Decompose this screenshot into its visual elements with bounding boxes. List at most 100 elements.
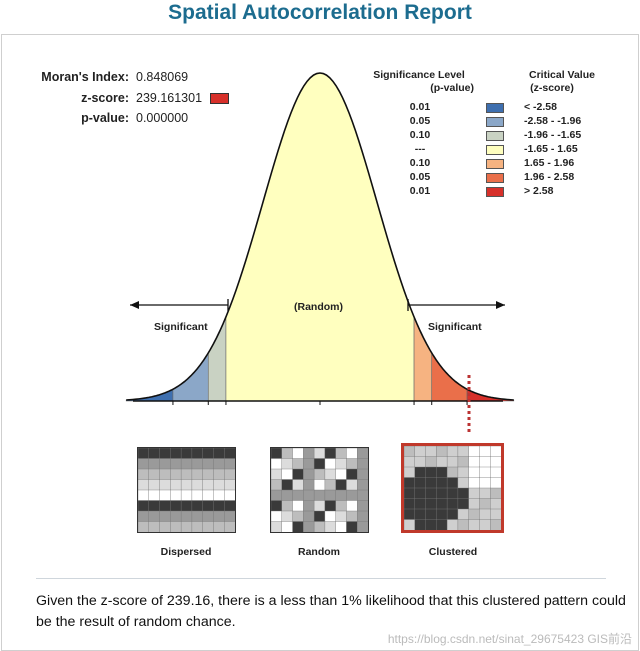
mosaic-cell	[137, 500, 150, 512]
mosaic-cell	[313, 468, 326, 480]
mosaic-cell	[202, 479, 214, 491]
mosaic-cell	[490, 466, 502, 478]
mosaic-cell	[313, 479, 326, 491]
dispersed-pattern-image	[137, 447, 236, 533]
mosaic-cell	[180, 489, 193, 501]
mosaic-cell	[324, 521, 337, 533]
mosaic-cell	[191, 489, 204, 501]
mosaic-cell	[357, 468, 369, 480]
clustered-caption: Clustered	[428, 546, 478, 558]
mosaic-cell	[414, 498, 426, 510]
legend-color-swatch	[486, 145, 504, 155]
curve-outline	[126, 72, 514, 401]
mosaic-cell	[270, 500, 283, 512]
clustered-pattern-image	[401, 443, 504, 533]
mosaic-cell	[213, 479, 225, 491]
mosaic-cell	[346, 489, 358, 501]
mosaic-cell	[436, 477, 448, 489]
mosaic-cell	[414, 466, 426, 478]
normal-distribution-chart	[125, 72, 515, 435]
mosaic-cell	[202, 489, 214, 501]
legend-color-swatch	[486, 117, 504, 127]
mosaic-cell	[159, 500, 171, 512]
mosaic-cell	[281, 447, 293, 459]
mosaic-cell	[446, 445, 459, 457]
mosaic-cell	[170, 447, 182, 459]
mosaic-cell	[468, 519, 480, 531]
mosaic-cell	[170, 479, 182, 491]
mosaic-cell	[414, 477, 426, 489]
mosaic-cell	[436, 466, 448, 478]
mosaic-cell	[414, 456, 426, 468]
mosaic-cell	[490, 519, 502, 531]
mosaic-cell	[414, 508, 426, 520]
mosaic-cell	[202, 468, 214, 480]
legend-color-swatch	[486, 187, 504, 197]
mosaic-cell	[180, 500, 193, 512]
mosaic-cell	[191, 479, 204, 491]
mosaic-cell	[213, 447, 225, 459]
mosaic-cell	[303, 521, 315, 533]
mosaic-cell	[457, 508, 470, 520]
zscore-label: z-score:	[81, 91, 129, 105]
mosaic-cell	[457, 466, 470, 478]
mosaic-cell	[159, 510, 171, 522]
mosaic-cell	[281, 479, 293, 491]
mosaic-cell	[303, 500, 315, 512]
mosaic-cell	[137, 447, 150, 459]
mosaic-cell	[357, 447, 369, 459]
mosaic-cell	[446, 466, 459, 478]
mosaic-cell	[425, 445, 437, 457]
mosaic-cell	[180, 510, 193, 522]
mosaic-cell	[148, 510, 160, 522]
mosaic-cell	[224, 521, 236, 533]
mosaic-cell	[270, 489, 283, 501]
critical-header-2: (z-score)	[530, 82, 574, 94]
mosaic-cell	[148, 447, 160, 459]
zscore-color-swatch	[210, 93, 229, 104]
mosaic-cell	[403, 498, 416, 510]
mosaic-cell	[303, 468, 315, 480]
mosaic-cell	[324, 510, 337, 522]
mosaic-cell	[281, 510, 293, 522]
zscore-value: 239.161301	[136, 91, 203, 105]
mosaic-cell	[414, 445, 426, 457]
mosaic-cell	[403, 519, 416, 531]
mosaic-cell	[403, 477, 416, 489]
watermark: https://blog.csdn.net/sinat_29675423 GIS…	[387, 632, 632, 646]
mosaic-cell	[457, 445, 470, 457]
mosaic-cell	[479, 519, 491, 531]
legend-color-swatch	[486, 173, 504, 183]
significance-header-2: (p-value)	[430, 82, 474, 94]
random-label: (Random)	[294, 301, 343, 313]
mosaic-cell	[414, 487, 426, 499]
mosaic-cell	[281, 489, 293, 501]
mosaic-cell	[457, 456, 470, 468]
mosaic-cell	[270, 510, 283, 522]
divider	[36, 578, 606, 579]
mosaic-cell	[148, 468, 160, 480]
left-significant-label: Significant	[154, 321, 208, 333]
mosaic-cell	[346, 510, 358, 522]
mosaic-cell	[224, 447, 236, 459]
mosaic-cell	[313, 510, 326, 522]
legend-color-swatch	[486, 103, 504, 113]
mosaic-cell	[281, 500, 293, 512]
mosaic-cell	[202, 521, 214, 533]
mosaic-cell	[436, 487, 448, 499]
mosaic-cell	[414, 519, 426, 531]
mosaic-cell	[468, 508, 480, 520]
random-caption: Random	[298, 546, 340, 558]
mosaic-cell	[490, 445, 502, 457]
mosaic-cell	[403, 487, 416, 499]
mosaic-cell	[425, 477, 437, 489]
mosaic-cell	[137, 468, 150, 480]
report-panel: Moran's Index: 0.848069 z-score: 239.161…	[1, 34, 639, 651]
mosaic-cell	[446, 508, 459, 520]
mosaic-cell	[346, 468, 358, 480]
mosaic-cell	[303, 489, 315, 501]
mosaic-cell	[137, 479, 150, 491]
mosaic-cell	[224, 500, 236, 512]
mosaic-cell	[436, 519, 448, 531]
mosaic-cell	[357, 489, 369, 501]
